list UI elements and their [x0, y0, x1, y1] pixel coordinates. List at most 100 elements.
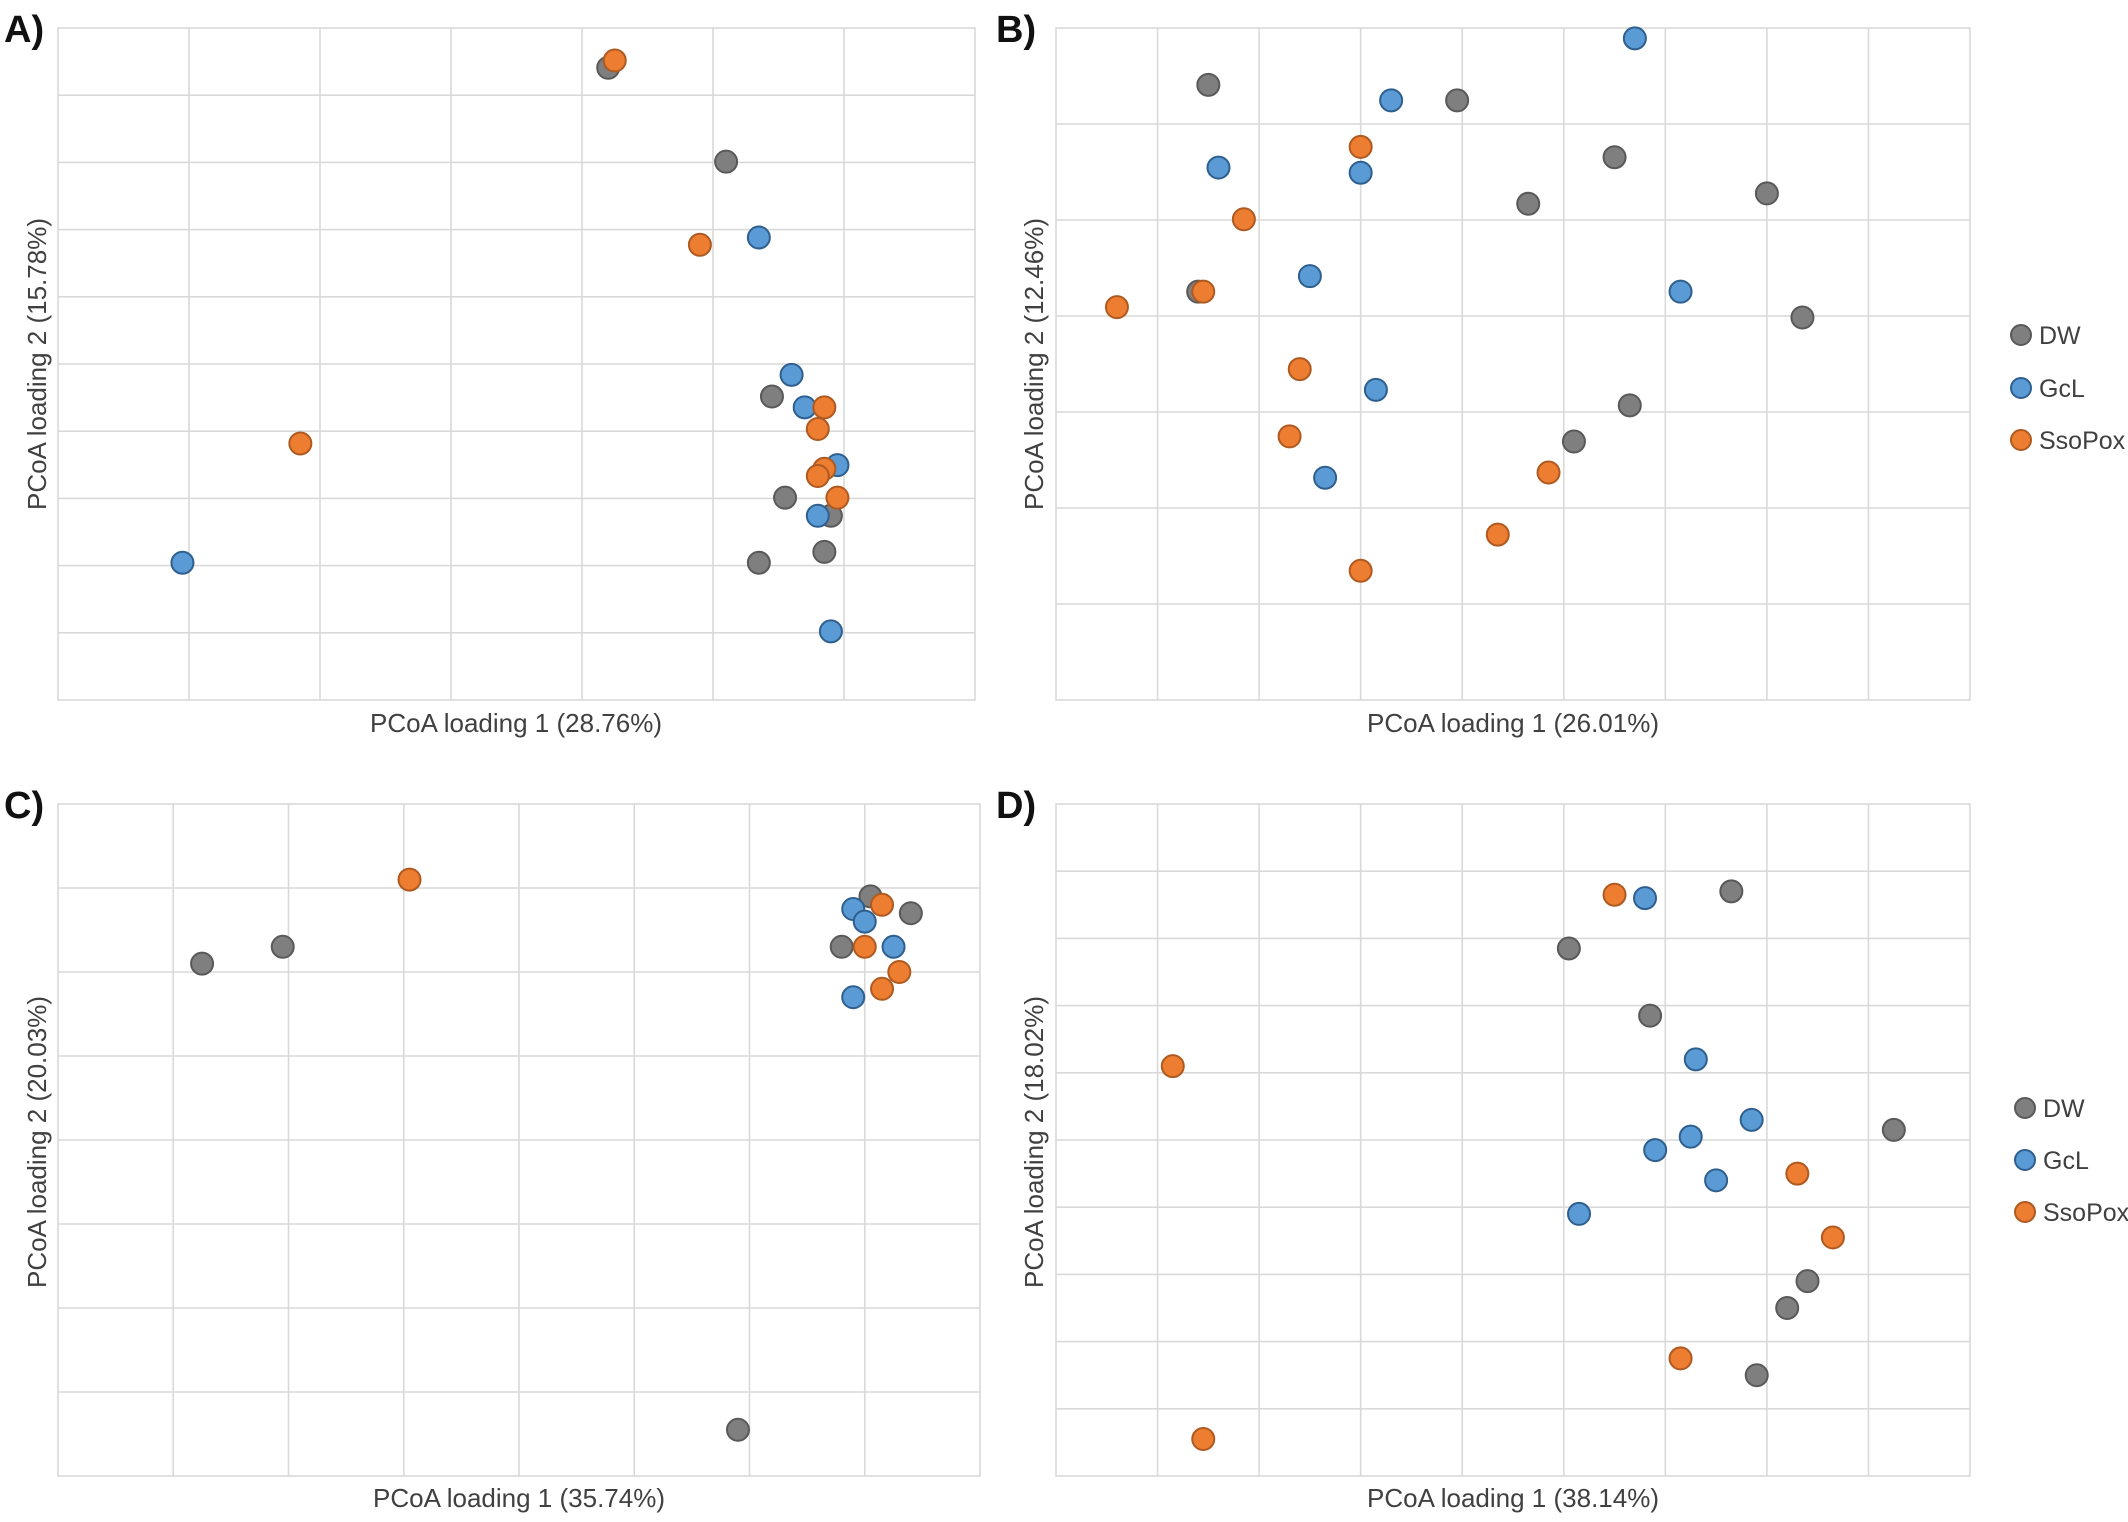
legend-bottom-ssopox-label: SsoPox — [2043, 1199, 2128, 1227]
panel-d-point-dw — [1795, 1269, 1820, 1294]
panel-a-point-ssopox — [825, 485, 850, 510]
panel-d-point-ssopox — [1602, 882, 1627, 907]
legend-bottom-ssopox-marker — [2014, 1201, 2036, 1223]
panel-b-point-gcl — [1206, 155, 1231, 180]
panel-a-point-ssopox — [687, 232, 712, 257]
panel-b-point-ssopox — [1287, 357, 1312, 382]
panel-d-letter: D) — [996, 785, 1036, 827]
panel-c-point-dw — [190, 951, 215, 976]
panel-d: D) PCoA loading 1 (38.14%) PCoA loading … — [996, 785, 1971, 1513]
panel-a-point-gcl — [818, 619, 843, 644]
panel-d-point-ssopox — [1785, 1161, 1810, 1186]
panel-a-point-gcl — [779, 362, 804, 387]
panel-b-point-dw — [1790, 305, 1815, 330]
legend-top-dw-label: DW — [2039, 322, 2081, 350]
panel-a-point-ssopox — [805, 464, 830, 488]
panel-d-point-ssopox — [1668, 1346, 1693, 1371]
panel-d-point-gcl — [1739, 1107, 1764, 1132]
panel-b-plot-frame — [1055, 27, 1971, 701]
panel-b-point-ssopox — [1231, 207, 1256, 232]
panel-d-points — [1160, 879, 1906, 1452]
panel-b-point-gcl — [1668, 279, 1693, 304]
panel-c-point-dw — [725, 1417, 750, 1442]
legend-top-dw-marker — [2010, 324, 2032, 346]
panel-b-point-gcl — [1622, 26, 1647, 51]
panel-b-grid — [1055, 27, 1971, 701]
panel-d-grid — [1055, 803, 1971, 1477]
panel-b-point-ssopox — [1536, 460, 1561, 485]
panel-d-point-dw — [1744, 1363, 1769, 1388]
panel-c-point-gcl — [841, 985, 866, 1010]
panel-b-point-dw — [1516, 191, 1541, 216]
panel-a-point-dw — [746, 550, 771, 575]
panel-b-point-dw — [1445, 88, 1470, 113]
panel-d-point-gcl — [1704, 1168, 1729, 1193]
panel-a: A) PCoA loading 1 (28.76%) PCoA loading … — [4, 9, 976, 738]
panel-a-point-ssopox — [602, 48, 627, 73]
panel-a-grid — [57, 27, 976, 701]
panel-a-point-dw — [714, 149, 739, 174]
panel-b-point-ssopox — [1277, 424, 1302, 449]
panel-d-point-gcl — [1643, 1138, 1668, 1163]
legend-top: DW GcL SsoPox — [2010, 322, 2126, 455]
panel-a-point-gcl — [170, 550, 195, 575]
panel-b-point-dw — [1196, 72, 1221, 97]
panel-c-x-axis-title: PCoA loading 1 (35.74%) — [373, 1483, 665, 1513]
panel-c-point-ssopox — [397, 867, 422, 892]
legend-bottom-gcl-marker — [2014, 1149, 2036, 1171]
panel-d-point-dw — [1556, 936, 1581, 961]
panel-c-point-dw — [829, 934, 854, 959]
panel-c-point-gcl — [852, 909, 877, 934]
panel-a-point-dw — [812, 539, 837, 564]
legend-bottom: DW GcL SsoPox — [2014, 1095, 2128, 1227]
panel-c-point-ssopox — [887, 960, 912, 984]
panel-a-point-dw — [759, 384, 784, 409]
panel-c-point-ssopox — [870, 976, 895, 1001]
panel-b-point-gcl — [1297, 264, 1322, 289]
panel-c-point-gcl — [881, 934, 906, 959]
legend-bottom-dw-label: DW — [2043, 1095, 2085, 1123]
panel-d-point-gcl — [1633, 886, 1658, 911]
panel-b-point-gcl — [1363, 377, 1388, 402]
panel-b-point-gcl — [1348, 160, 1373, 185]
panel-a-point-ssopox — [812, 395, 837, 420]
panel-c-y-axis-title: PCoA loading 2 (20.03%) — [22, 996, 52, 1288]
panel-b-point-dw — [1561, 429, 1586, 454]
panel-b-point-ssopox — [1191, 279, 1216, 304]
panel-b-point-dw — [1617, 393, 1642, 418]
panel-b-y-axis-title: PCoA loading 2 (12.46%) — [1019, 218, 1049, 510]
panel-b-letter: B) — [996, 9, 1036, 51]
panel-c-points — [190, 867, 923, 1442]
panel-a-x-axis-title: PCoA loading 1 (28.76%) — [370, 708, 662, 738]
panel-b: B) PCoA loading 1 (26.01%) PCoA loading … — [996, 9, 1971, 738]
panel-d-point-gcl — [1683, 1047, 1708, 1072]
panel-d-point-dw — [1775, 1296, 1800, 1320]
panel-d-y-axis-title: PCoA loading 2 (18.02%) — [1019, 996, 1049, 1288]
panel-b-point-gcl — [1379, 88, 1404, 113]
panel-b-point-ssopox — [1485, 522, 1510, 547]
panel-a-letter: A) — [4, 9, 44, 51]
panel-d-point-ssopox — [1191, 1427, 1216, 1452]
panel-a-point-ssopox — [288, 431, 313, 456]
panel-c-point-ssopox — [870, 892, 895, 917]
panel-d-point-dw — [1719, 879, 1744, 904]
panel-c-point-dw — [270, 934, 295, 959]
panel-c-point-ssopox — [852, 934, 877, 959]
legend-top-ssopox-label: SsoPox — [2039, 427, 2126, 455]
panel-d-point-dw — [1638, 1003, 1663, 1028]
panel-d-x-axis-title: PCoA loading 1 (38.14%) — [1367, 1483, 1659, 1513]
panel-b-point-ssopox — [1104, 295, 1129, 320]
panel-b-points — [1104, 26, 1815, 583]
panel-b-point-gcl — [1313, 465, 1338, 490]
panel-d-point-ssopox — [1160, 1054, 1185, 1079]
panel-a-point-gcl — [805, 503, 830, 528]
panel-b-point-dw — [1602, 145, 1627, 170]
legend-top-gcl-marker — [2010, 377, 2032, 399]
panel-a-point-ssopox — [805, 417, 830, 442]
panel-a-points — [170, 48, 850, 644]
panel-a-point-dw — [773, 485, 798, 510]
panel-d-point-ssopox — [1820, 1225, 1845, 1250]
legend-top-ssopox-marker — [2010, 429, 2032, 451]
panel-b-point-dw — [1754, 181, 1779, 206]
